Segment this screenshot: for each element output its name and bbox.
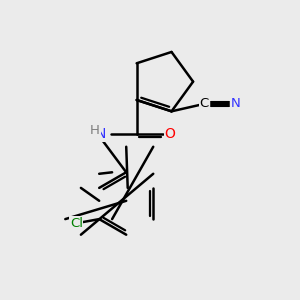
Text: C: C [200, 98, 209, 110]
Text: N: N [231, 98, 240, 110]
Text: N: N [96, 127, 106, 141]
Text: Cl: Cl [70, 217, 83, 230]
Text: O: O [164, 127, 175, 141]
Text: H: H [90, 124, 100, 137]
